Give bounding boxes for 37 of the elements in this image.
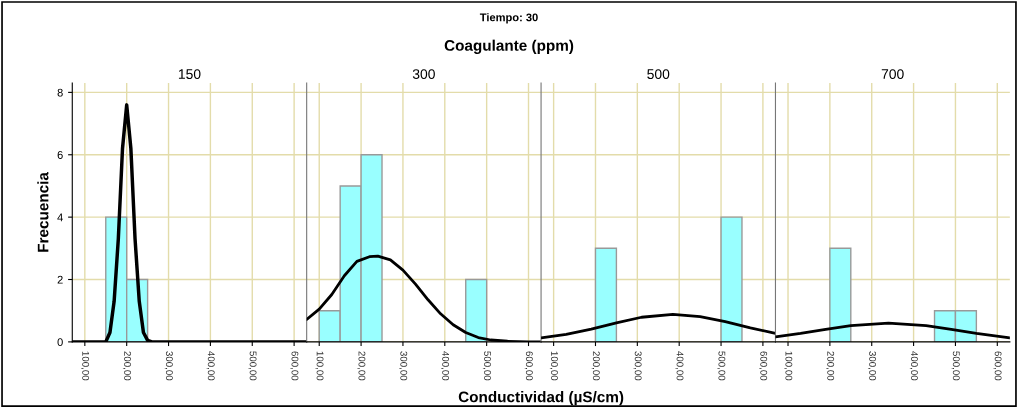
x-tick-label: 400,00 (675, 351, 684, 381)
x-tick-label: 500,00 (951, 351, 960, 381)
chart-title: 300 (412, 69, 435, 79)
x-tick-label: 400,00 (909, 351, 918, 381)
x-tick-label: 100,00 (784, 351, 793, 381)
x-tick-label: 400,00 (441, 351, 450, 381)
text: Coagulante (ppm) (444, 39, 574, 54)
x-tick-label: 500,00 (248, 351, 257, 381)
y-tick-label: 6 (57, 151, 63, 159)
x-tick-label: 600,00 (290, 351, 299, 381)
y-tick-label: 4 (57, 213, 63, 222)
y-tick-label: 8 (57, 88, 63, 97)
x-tick-label: 500,00 (482, 351, 491, 381)
x-tick-label: 100,00 (81, 351, 90, 381)
x-tick-label: 200,00 (591, 351, 600, 381)
x-tick-label: 200,00 (122, 351, 131, 381)
x-tick-label: 300,00 (399, 351, 408, 381)
x-tick-label: 600,00 (759, 351, 768, 381)
x-tick-label: 400,00 (206, 351, 215, 381)
chart-title: 150 (178, 69, 201, 79)
x-tick-label: 300,00 (164, 351, 173, 381)
y-axis-title: Frecuencia (37, 172, 49, 252)
x-tick-label: 200,00 (357, 351, 366, 381)
x-tick-label: 300,00 (867, 351, 877, 381)
chart-title: 700 (881, 69, 904, 79)
y-tick-label: 2 (57, 275, 63, 284)
x-tick-label: 300,00 (633, 351, 642, 381)
x-tick-label: 100,00 (549, 351, 558, 381)
x-axis-title: Conductividad (µS/cm) (458, 391, 624, 406)
text: Tiempo: 30 (479, 13, 538, 24)
x-tick-label: 600,00 (993, 351, 1002, 381)
y-tick-label: 0 (57, 338, 63, 347)
x-tick-label: 500,00 (717, 351, 726, 381)
x-tick-label: 100,00 (315, 351, 324, 381)
x-tick-label: 200,00 (826, 351, 835, 381)
x-tick-label: 600,00 (524, 351, 533, 381)
chart-title: 500 (647, 69, 670, 79)
